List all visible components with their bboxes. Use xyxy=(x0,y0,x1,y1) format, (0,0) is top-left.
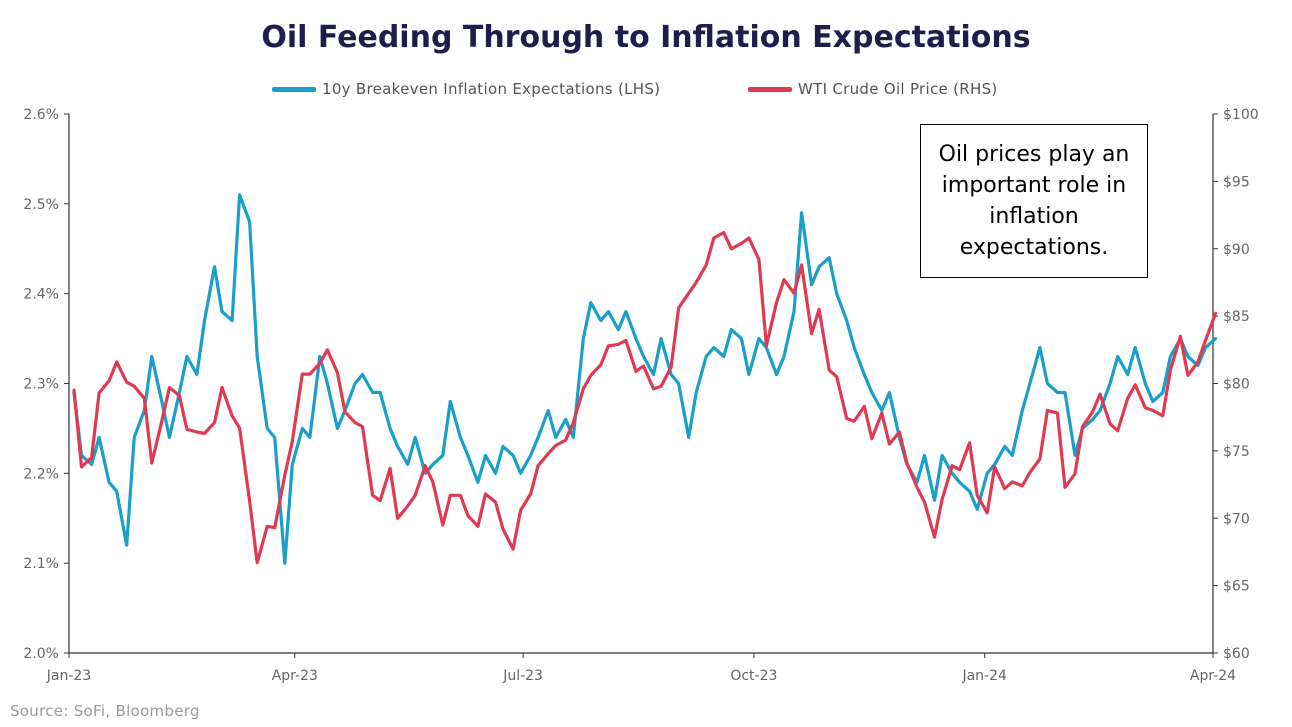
axes: 2.0% 2.1% 2.2% 2.3% 2.4% 2.5% 2.6% $60 $65 $70 $75… xyxy=(23,107,1258,684)
y-left-tick-label: 2.1% xyxy=(23,556,59,572)
y-right-tick-label: $70 xyxy=(1223,511,1250,527)
x-tick-label: Jan-23 xyxy=(46,668,91,684)
x-tick-label: Jul-23 xyxy=(502,668,543,684)
y-left-tick-label: 2.2% xyxy=(23,466,59,482)
legend-swatch-oil xyxy=(748,86,792,92)
legend: 10y Breakeven Inflation Expectations (LH… xyxy=(0,80,1292,102)
y-left-tick-label: 2.4% xyxy=(23,287,59,303)
chart-title: Oil Feeding Through to Inflation Expecta… xyxy=(261,20,1031,55)
y-right-tick-label: $75 xyxy=(1223,444,1250,460)
y-right-tick-label: $60 xyxy=(1223,646,1250,662)
y-right-tick-label: $95 xyxy=(1223,174,1250,190)
x-tick-label: Apr-24 xyxy=(1190,668,1236,684)
y-left-tick-label: 2.5% xyxy=(23,197,59,213)
legend-item-oil: WTI Crude Oil Price (RHS) xyxy=(748,80,998,98)
x-tick-label: Jan-24 xyxy=(961,668,1007,684)
y-right-tick-label: $85 xyxy=(1223,309,1250,325)
annotation-box: Oil prices play an important role in inf… xyxy=(920,124,1148,278)
y-left-tick-label: 2.6% xyxy=(23,107,59,123)
y-right-tick-label: $80 xyxy=(1223,377,1250,393)
series-line-oil xyxy=(72,231,1218,565)
legend-swatch-breakeven xyxy=(272,86,316,92)
series-line-breakeven xyxy=(72,193,1218,565)
legend-item-breakeven: 10y Breakeven Inflation Expectations (LH… xyxy=(272,80,660,98)
legend-label-breakeven: 10y Breakeven Inflation Expectations (LH… xyxy=(322,80,661,98)
legend-label-oil: WTI Crude Oil Price (RHS) xyxy=(798,80,998,98)
series-layer xyxy=(72,193,1218,565)
x-tick-label: Oct-23 xyxy=(730,668,777,684)
y-left-tick-label: 2.0% xyxy=(23,646,59,662)
y-right-tick-label: $90 xyxy=(1223,242,1250,258)
y-right-tick-label: $65 xyxy=(1223,579,1250,595)
y-left-tick-label: 2.3% xyxy=(23,377,59,393)
y-right-tick-label: $100 xyxy=(1223,107,1259,123)
source-note: Source: SoFi, Bloomberg xyxy=(10,702,200,720)
x-tick-label: Apr-23 xyxy=(272,668,318,684)
